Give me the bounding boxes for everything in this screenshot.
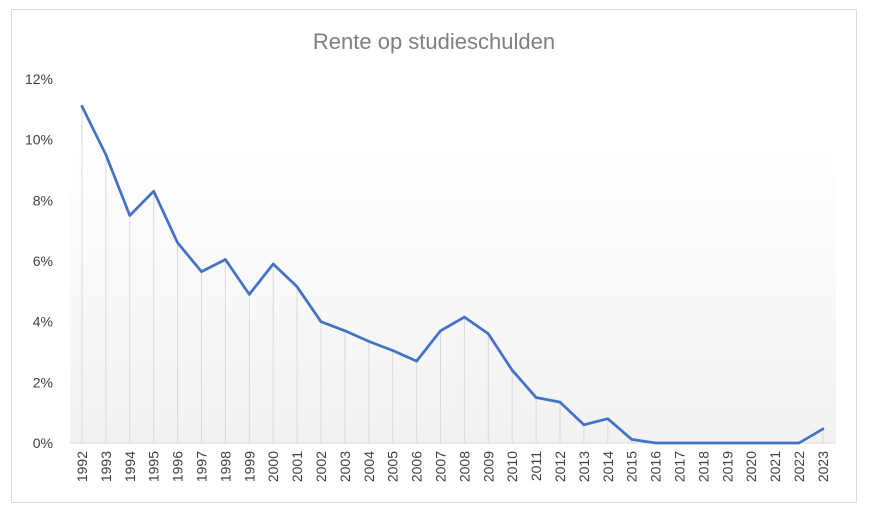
data-point: [439, 329, 442, 332]
x-tick-label: 2010: [504, 451, 520, 482]
data-point: [582, 423, 586, 426]
x-tick-label: 2018: [695, 451, 711, 482]
x-tick-label: 2008: [456, 451, 472, 482]
y-tick-label: 12%: [25, 71, 53, 87]
drop-lines: [81, 106, 824, 443]
data-point: [511, 369, 514, 372]
data-point: [104, 153, 108, 157]
data-point: [463, 315, 466, 319]
x-tick-label: 2015: [624, 451, 640, 482]
x-tick-label: 2004: [361, 451, 377, 482]
x-tick-label: 1998: [217, 451, 233, 482]
x-tick-label: 2006: [409, 451, 425, 482]
x-tick-label: 2007: [433, 451, 449, 482]
x-tick-label: 1992: [74, 451, 90, 482]
y-tick-label: 10%: [25, 132, 53, 148]
data-point: [367, 340, 370, 343]
data-point: [821, 427, 825, 431]
x-tick-label: 2014: [600, 451, 616, 482]
data-point: [558, 400, 562, 404]
x-tick-label: 1997: [194, 451, 210, 482]
chart-title: Rente op studieschulden: [313, 29, 555, 54]
data-point: [487, 332, 490, 335]
data-point: [726, 441, 729, 445]
x-tick-label: 2011: [528, 451, 544, 481]
x-tick-label: 2017: [672, 451, 688, 482]
data-point: [654, 441, 657, 445]
data-point: [797, 441, 801, 445]
x-tick-label: 1994: [122, 451, 138, 482]
data-point: [773, 441, 777, 445]
data-point: [295, 285, 299, 288]
y-tick-label: 4%: [33, 314, 53, 330]
series-layer: [80, 104, 825, 445]
x-tick-label: 2022: [791, 451, 807, 482]
data-point: [272, 262, 275, 266]
x-tick-label: 2021: [767, 451, 783, 482]
data-point: [750, 441, 753, 445]
x-tick-label: 2001: [289, 451, 305, 482]
x-tick-label: 2002: [313, 451, 329, 482]
data-point: [415, 359, 418, 363]
data-point: [678, 441, 681, 445]
x-tick-label: 2016: [648, 451, 664, 482]
x-tick-label: 2020: [743, 451, 759, 482]
x-tick-label: 2000: [265, 451, 281, 482]
x-tick-label: 2009: [480, 451, 496, 482]
data-point: [343, 329, 347, 332]
x-tick-label: 2019: [719, 451, 735, 482]
data-point: [224, 258, 227, 261]
plot-area-background: [70, 140, 836, 443]
y-axis-ticks: 0% 2% 4% 6% 8% 10% 12%: [25, 71, 53, 451]
x-tick-label: 2003: [337, 451, 353, 482]
data-point: [200, 270, 203, 273]
data-point: [80, 105, 84, 108]
x-tick-label: 1995: [146, 451, 162, 482]
data-point: [606, 417, 609, 420]
data-point: [630, 438, 633, 441]
x-axis-ticks: 1992 1993 1994 1995 1996 1997 1998 1999 2000 2001…: [74, 451, 831, 482]
data-point: [702, 441, 705, 445]
x-tick-label: 1999: [241, 451, 257, 482]
y-tick-label: 0%: [33, 435, 53, 451]
series-line: [80, 104, 825, 445]
data-point: [128, 214, 131, 217]
y-tick-label: 2%: [33, 374, 53, 390]
data-point: [319, 320, 323, 323]
data-point: [176, 241, 179, 244]
x-tick-label: 1993: [98, 451, 114, 482]
data-point: [391, 349, 394, 352]
data-point: [152, 190, 155, 193]
data-point: [534, 396, 538, 399]
x-tick-label: 2005: [385, 451, 401, 482]
data-point: [248, 293, 251, 296]
x-tick-label: 2013: [576, 451, 592, 482]
y-tick-label: 6%: [33, 253, 53, 269]
x-tick-label: 2023: [815, 451, 831, 482]
y-tick-label: 8%: [33, 192, 53, 208]
x-tick-label: 1996: [170, 451, 186, 482]
x-tick-label: 2012: [552, 451, 568, 482]
